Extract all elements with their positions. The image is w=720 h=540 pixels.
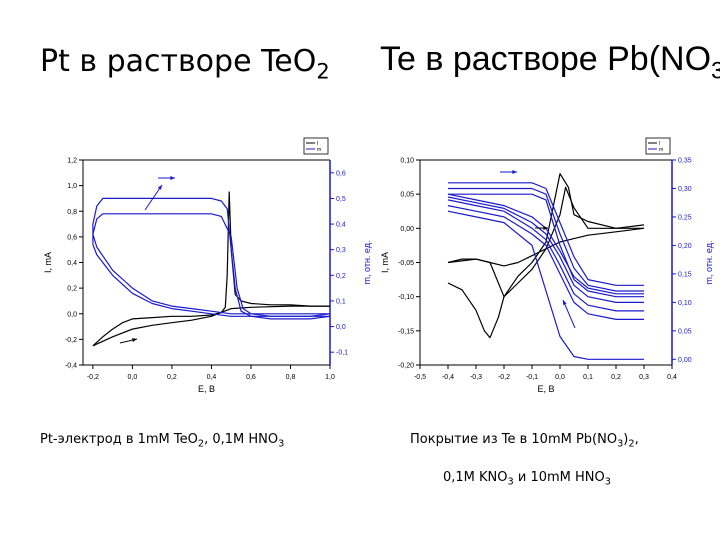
y-left-tick-label: -0,20 [398, 363, 414, 370]
y-right-tick-label: 0,10 [678, 300, 692, 307]
x-tick-label: 0,1 [583, 374, 593, 381]
series-line-m [92, 234, 330, 315]
x-tick-label: 0,2 [611, 374, 621, 381]
series-line-i [447, 227, 645, 267]
y-left-tick-label: 0,6 [67, 234, 77, 241]
direction-arrow-head [512, 170, 517, 174]
y-right-tick-label: 0,15 [678, 271, 692, 278]
x-tick-label: 1,0 [325, 374, 335, 381]
y-left-axis-label: I, mA [43, 252, 53, 273]
legend-label-m: m [317, 147, 321, 153]
direction-arrow-head [132, 338, 137, 342]
series-line-m [448, 187, 644, 292]
x-tick-label: -0,3 [470, 374, 482, 381]
y-left-tick-label: 1,0 [67, 183, 77, 190]
y-left-tick-label: 0,05 [400, 192, 414, 199]
y-left-tick-label: 1,2 [67, 158, 77, 165]
y-right-tick-label: 0,5 [336, 196, 346, 203]
x-tick-label: 0,4 [667, 374, 677, 381]
y-left-tick-label: -0,4 [65, 363, 77, 370]
y-left-tick-label: -0,10 [398, 294, 414, 301]
y-right-tick-label: 0,30 [678, 186, 692, 193]
series-line-m [447, 193, 644, 295]
y-right-tick-label: 0,35 [678, 158, 692, 165]
right-caption-line1: Покрытие из Te в 10mM Pb(NO3)2, [410, 432, 639, 450]
right-title: Te в растворе Pb(NO3)2 [380, 40, 720, 85]
y-left-tick-label: -0,15 [398, 328, 414, 335]
direction-arrow-head [170, 176, 175, 180]
x-tick-label: -0,5 [414, 374, 426, 381]
series-line-i [92, 191, 330, 347]
y-right-tick-label: 0,3 [336, 247, 346, 254]
x-tick-label: -0,2 [87, 374, 99, 381]
y-left-axis-label: I, mA [380, 252, 390, 273]
direction-arrow-head [563, 300, 567, 305]
series-line-m [447, 210, 644, 360]
y-right-tick-label: 0,25 [678, 214, 692, 221]
series-line-m [92, 213, 331, 317]
direction-arrow-head [543, 226, 548, 230]
series-line-i [447, 186, 644, 339]
x-axis-label: E, В [198, 384, 215, 394]
x-tick-label: 0,4 [207, 374, 217, 381]
y-right-axis-label: m, отн. ед. [362, 241, 372, 285]
x-tick-label: -0,1 [526, 374, 538, 381]
x-tick-label: -0,4 [442, 374, 454, 381]
y-right-tick-label: 0,05 [678, 328, 692, 335]
direction-arrow [562, 299, 576, 329]
x-tick-label: 0,6 [246, 374, 256, 381]
y-left-tick-label: -0,05 [398, 260, 414, 267]
x-tick-label: 0,0 [128, 374, 138, 381]
series-line-i [92, 305, 330, 347]
series-line-m [92, 244, 330, 317]
y-right-tick-label: 0,6 [336, 170, 346, 177]
left-caption: Pt-электрод в 1mM TeO2, 0,1M HNO3 [40, 432, 285, 450]
y-right-tick-label: 0,0 [336, 324, 346, 331]
y-left-tick-label: 0,0 [67, 311, 77, 318]
right-caption-line2: 0,1M KNO3 и 10mM HNO3 [443, 470, 611, 488]
y-right-tick-label: 0,4 [336, 222, 346, 229]
y-left-tick-label: -0,2 [65, 337, 77, 344]
series-line-m [447, 199, 644, 312]
left-title: Pt в растворе TeO2 [40, 44, 330, 84]
series-line-m [447, 205, 644, 320]
series-line-i [447, 173, 645, 298]
legend-box [645, 137, 671, 155]
x-tick-label: 0,3 [639, 374, 649, 381]
series-line-m [448, 182, 644, 286]
x-tick-label: 0,8 [286, 374, 296, 381]
x-tick-label: 0,2 [167, 374, 177, 381]
y-left-tick-label: 0,8 [67, 209, 77, 216]
y-left-tick-label: 0,00 [400, 226, 414, 233]
direction-arrow-head [157, 185, 162, 190]
x-tick-label: -0,2 [498, 374, 510, 381]
series-line-m [448, 193, 644, 298]
legend-label-i: I [659, 141, 660, 147]
y-left-tick-label: 0,10 [400, 158, 414, 165]
y-left-tick-label: 0,2 [67, 286, 77, 293]
y-right-tick-label: 0,00 [678, 357, 692, 364]
legend-label-i: I [317, 141, 318, 147]
y-right-tick-label: 0,2 [336, 273, 346, 280]
legend-box [303, 137, 329, 155]
y-left-tick-label: 0,4 [67, 260, 77, 267]
legend-label-m: m [659, 147, 663, 153]
series-line-m [447, 196, 644, 303]
y-right-tick-label: 0,20 [678, 243, 692, 250]
y-right-tick-label: 0,1 [336, 298, 346, 305]
series-line-m [92, 197, 331, 320]
y-right-tick-label: -0,1 [336, 350, 348, 357]
x-axis-label: E, В [537, 384, 554, 394]
x-tick-label: 0,0 [555, 374, 565, 381]
direction-arrow [144, 184, 163, 211]
y-right-axis-label: m, отн. ед. [704, 241, 714, 285]
